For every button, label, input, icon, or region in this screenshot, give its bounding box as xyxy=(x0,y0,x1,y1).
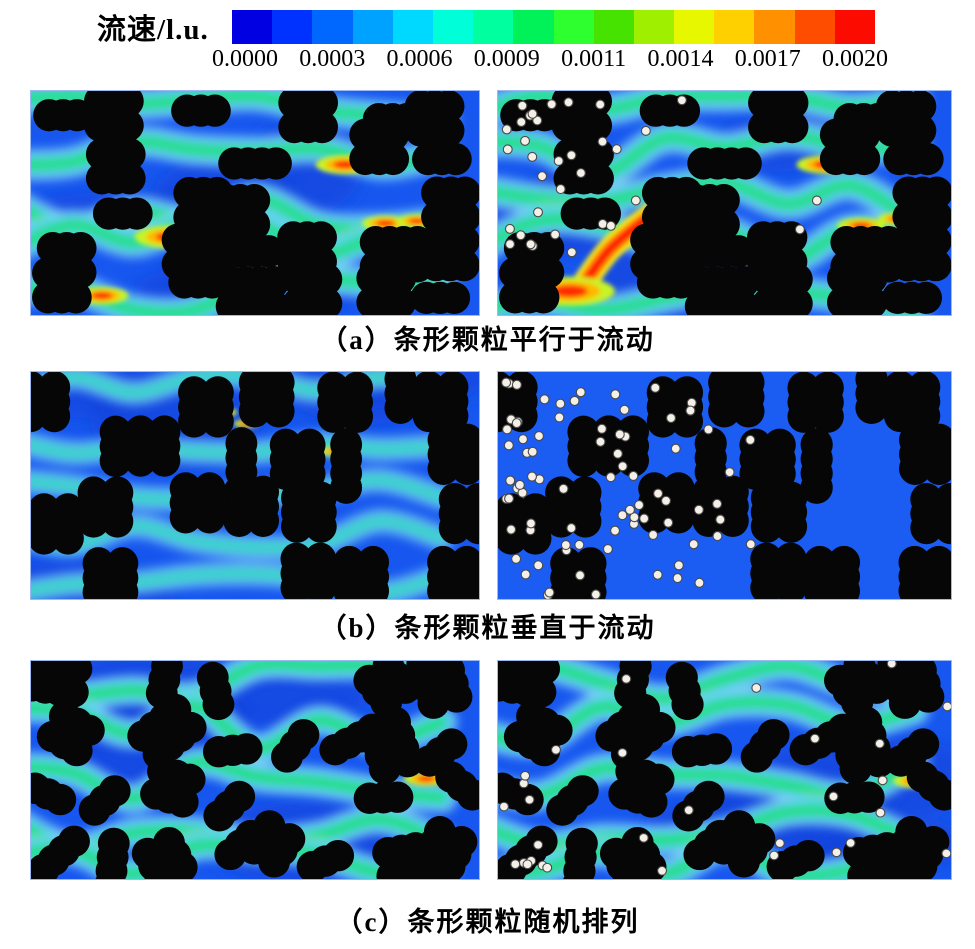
flow-panel-b-right xyxy=(497,371,952,600)
colorbar xyxy=(232,10,875,44)
colorbar-segment xyxy=(513,10,554,44)
flow-panel-a-right xyxy=(497,90,952,316)
colorbar-tick: 0.0000 xyxy=(212,46,278,72)
colorbar-tick: 0.0011 xyxy=(561,46,627,72)
colorbar-tick: 0.0017 xyxy=(734,46,801,72)
colorbar-segment xyxy=(593,10,634,44)
colorbar-segment xyxy=(674,10,715,44)
colorbar-tick: 0.0003 xyxy=(299,46,366,72)
colorbar-segment xyxy=(232,10,273,44)
colorbar-segment xyxy=(834,10,875,44)
caption-c: （c）条形颗粒随机排列 xyxy=(335,907,640,937)
flow-panel-c-left xyxy=(30,660,480,880)
colorbar-title: 流速/l.u. xyxy=(97,14,209,46)
colorbar-tick: 0.0009 xyxy=(473,46,540,72)
colorbar-segment xyxy=(794,10,835,44)
caption-b: （b）条形颗粒垂直于流动 xyxy=(319,613,656,643)
colorbar-segment xyxy=(312,10,353,44)
flow-panel-c-right xyxy=(497,660,952,880)
caption-a: （a）条形颗粒平行于流动 xyxy=(320,325,655,355)
colorbar-segment xyxy=(432,10,474,44)
flow-panel-b-left xyxy=(30,371,480,600)
colorbar-segment xyxy=(272,10,313,44)
colorbar-segment xyxy=(352,10,393,44)
colorbar-tick: 0.0014 xyxy=(647,46,714,72)
colorbar-segment xyxy=(392,10,433,44)
colorbar-segment xyxy=(754,10,795,44)
colorbar-segment xyxy=(553,10,594,44)
colorbar-segment xyxy=(633,10,675,44)
flow-panel-a-left xyxy=(30,90,480,316)
colorbar-tick: 0.0006 xyxy=(386,46,453,72)
colorbar-tick: 0.0020 xyxy=(821,46,888,72)
colorbar-tick-labels: 0.0000 0.0003 0.0006 0.0009 0.0011 0.0014 0.00… xyxy=(212,46,888,72)
colorbar-segment xyxy=(473,10,514,44)
colorbar-segment xyxy=(714,10,755,44)
